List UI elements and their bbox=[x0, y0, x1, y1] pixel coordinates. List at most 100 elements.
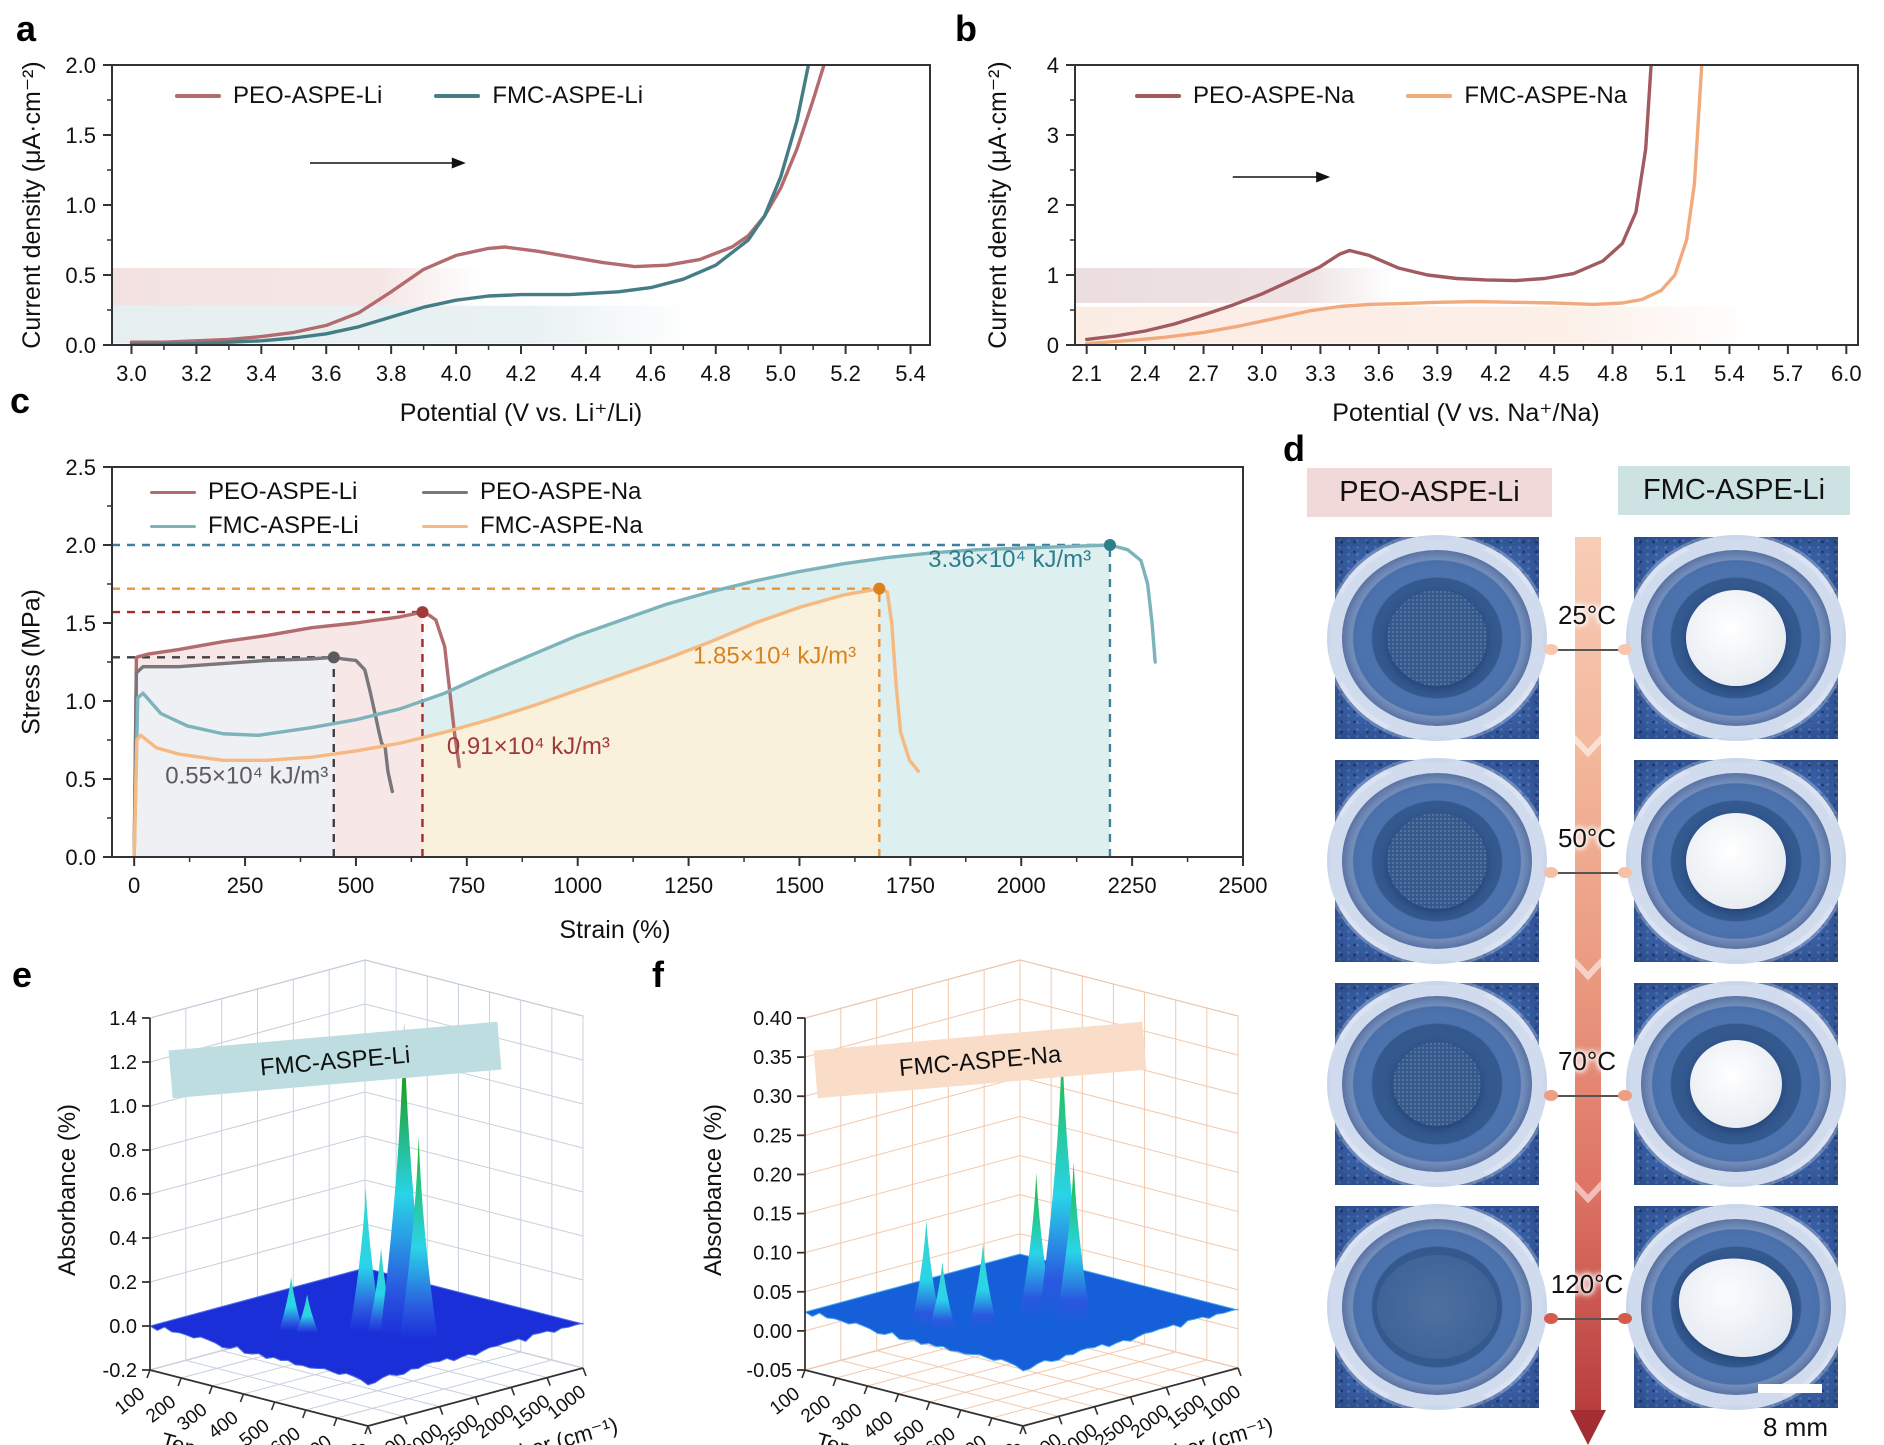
panel-label-b: b bbox=[955, 8, 977, 49]
wall-grid bbox=[364, 959, 584, 1017]
wavenumber-tick-label: 2500 bbox=[436, 1410, 482, 1445]
wavenumber-tick bbox=[1237, 1367, 1242, 1377]
x-tick-label: 250 bbox=[227, 873, 264, 898]
temp-tick-label: 100 bbox=[111, 1383, 149, 1419]
arrow-head-icon bbox=[451, 157, 466, 169]
legend-line-swatch bbox=[150, 490, 196, 494]
break-point-FMC-ASPE-Na bbox=[873, 582, 886, 595]
floor-grid bbox=[221, 1350, 440, 1408]
wavenumber-tick bbox=[510, 1387, 516, 1396]
petri-dish bbox=[1327, 758, 1547, 964]
electrolyte-disc bbox=[1393, 1042, 1481, 1126]
legend-line-swatch bbox=[434, 94, 481, 98]
legend-label: PEO-ASPE-Li bbox=[233, 82, 383, 109]
temp-tick bbox=[1019, 1425, 1024, 1435]
floor-grid bbox=[305, 1351, 521, 1411]
temperature-label-25c: 25°C bbox=[1557, 600, 1617, 630]
temp-axis bbox=[804, 1369, 1024, 1427]
photo-fmc-120c bbox=[1626, 1204, 1846, 1410]
x-tick-label: 6.0 bbox=[1831, 361, 1862, 386]
z-axis-label-f: Absorbance (%) bbox=[700, 1103, 727, 1277]
floor-grid bbox=[876, 1350, 1095, 1408]
floor-grid bbox=[960, 1351, 1176, 1411]
x-tick-label: 4.2 bbox=[506, 361, 537, 386]
y-axis-label-c: Stress (MPa) bbox=[17, 589, 46, 735]
absorbance-peak bbox=[1055, 1161, 1092, 1325]
plot-area-b bbox=[1075, 65, 1755, 345]
x-axis-label-c: Strain (%) bbox=[559, 916, 671, 944]
column-header-peo-aspe-li: PEO-ASPE-Li bbox=[1307, 468, 1552, 517]
z-tick-label: 1.4 bbox=[109, 1008, 137, 1030]
y-tick-label: 4 bbox=[1047, 53, 1059, 78]
x-tick-label: 4.0 bbox=[441, 361, 472, 386]
wavenumber-tick bbox=[474, 1396, 480, 1406]
break-point-PEO-ASPE-Li bbox=[416, 606, 429, 619]
temp-tick bbox=[177, 1377, 182, 1387]
z-tick-label: -0.05 bbox=[746, 1360, 792, 1382]
absorbance-peak bbox=[910, 1220, 942, 1329]
curve-FMC-ASPE-Na bbox=[1084, 65, 1704, 345]
legend-panel-c: PEO-ASPE-Li PEO-ASPE-Na FMC-ASPE-Li FMC-… bbox=[150, 478, 694, 540]
wavenumber-tick bbox=[403, 1416, 408, 1425]
photo-fmc-25c bbox=[1626, 535, 1846, 741]
temperature-label-120c: 120°C bbox=[1550, 1269, 1624, 1299]
legend-label: PEO-ASPE-Na bbox=[480, 478, 642, 505]
floor-grid bbox=[185, 1359, 404, 1417]
x-tick-label: 3.2 bbox=[181, 361, 212, 386]
x-tick-label: 3.9 bbox=[1422, 361, 1453, 386]
z-axis-label-e: Absorbance (%) bbox=[54, 1103, 81, 1277]
temp-tick-label: 600 bbox=[922, 1423, 960, 1445]
arrow-head-icon bbox=[1316, 171, 1331, 183]
x-tick-label: 3.4 bbox=[246, 361, 277, 386]
connector-line bbox=[1552, 1318, 1624, 1320]
wavenumber-tick bbox=[1165, 1387, 1171, 1396]
photo-peo-50c bbox=[1327, 758, 1547, 964]
connector-line bbox=[1552, 1095, 1624, 1097]
absorbance-peak bbox=[279, 1276, 304, 1331]
lsv-li-chart: 3.0 3.2 3.4 3.6 3.8 4.0 4.2 4.4 4.6 4.8 5.0 5.2 5.4 0… bbox=[65, 53, 931, 386]
temp-tick bbox=[364, 1425, 369, 1435]
x-tick-label: 1250 bbox=[664, 873, 713, 898]
wavenumber-tick-label: 1500 bbox=[1163, 1391, 1209, 1434]
z-tick-label: 0.4 bbox=[109, 1228, 137, 1250]
chevron-icon bbox=[1570, 734, 1606, 758]
scale-bar-label: 8 mm bbox=[1763, 1412, 1828, 1442]
electrolyte-disc bbox=[1377, 1255, 1497, 1359]
temp-tick-label: 400 bbox=[205, 1407, 243, 1443]
petri-dish bbox=[1327, 535, 1547, 741]
shaded-band bbox=[112, 268, 485, 306]
chevron-icon bbox=[1570, 957, 1606, 981]
x-tick-label: 4.6 bbox=[636, 361, 667, 386]
plot-area-a bbox=[112, 65, 826, 345]
toughness-annotation: 3.36×10⁴ kJ/m³ bbox=[928, 546, 1091, 573]
temp-tick bbox=[270, 1401, 276, 1411]
legend-item: FMC-ASPE-Na bbox=[422, 512, 694, 540]
wavenumber-tick-label: 2000 bbox=[1127, 1401, 1173, 1444]
chevron-icon bbox=[1570, 1180, 1606, 1204]
photo-peo-25c bbox=[1327, 535, 1547, 741]
curve-PEO-ASPE-Na bbox=[1084, 65, 1653, 342]
y-tick-label: 2.0 bbox=[65, 53, 96, 78]
x-tick-label: 4.5 bbox=[1539, 361, 1570, 386]
floor-grid bbox=[929, 1343, 1145, 1403]
legend-label: FMC-ASPE-Na bbox=[480, 512, 643, 539]
temp-tick-label: 500 bbox=[891, 1415, 929, 1445]
x-tick-label: 500 bbox=[338, 873, 375, 898]
legend-panel-a: PEO-ASPE-Li FMC-ASPE-Li bbox=[175, 82, 643, 110]
x-tick-label: 5.4 bbox=[895, 361, 926, 386]
wavenumber-tick-label: 2000 bbox=[472, 1401, 518, 1444]
curve-FMC-ASPE-Na bbox=[132, 586, 921, 857]
ftir-3d-li-chart: 1.4 1.2 1.0 0.8 0.6 0.4 0.2 0.0 -0.2100200300400… bbox=[103, 959, 621, 1445]
temp-tick bbox=[832, 1377, 837, 1387]
temp-tick-label: 700 bbox=[953, 1431, 991, 1445]
panel-label-f: f bbox=[652, 954, 664, 995]
y-tick-label: 1.0 bbox=[65, 193, 96, 218]
temp-tick bbox=[301, 1409, 307, 1419]
lsv-na-chart: 2.1 2.4 2.7 3.0 3.3 3.6 3.9 4.2 4.5 4.8 5.1 5.4 5.7 6… bbox=[1047, 53, 1862, 386]
connector-dot bbox=[1618, 1090, 1632, 1101]
x-tick-label: 2.7 bbox=[1188, 361, 1219, 386]
legend-item: PEO-ASPE-Na bbox=[1135, 82, 1354, 110]
temp-tick-label: 400 bbox=[860, 1407, 898, 1443]
x-tick-label: 5.0 bbox=[765, 361, 796, 386]
z-tick-label: 1.2 bbox=[109, 1052, 137, 1074]
